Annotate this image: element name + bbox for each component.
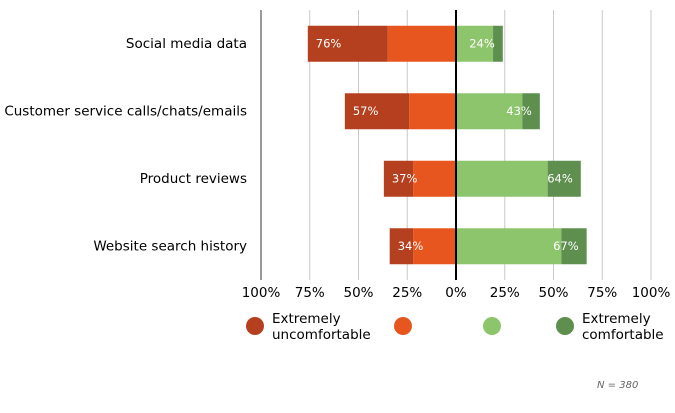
bar-segment [456, 25, 494, 62]
bar-segment [383, 160, 414, 197]
legend-swatch [394, 317, 412, 335]
bar-segment [456, 160, 548, 197]
bar-segment [409, 93, 456, 130]
legend-label: Extremely comfortable [582, 311, 664, 343]
bar-segment [344, 93, 410, 130]
category-label: Product reviews [140, 171, 247, 187]
x-tick-label: 75% [295, 285, 325, 301]
x-tick-label: 100% [632, 285, 671, 301]
legend-swatch [556, 317, 574, 335]
category-label: Social media data [126, 36, 247, 52]
x-tick-label: 0% [445, 285, 467, 301]
bar-segment [413, 160, 456, 197]
bar-segment [389, 228, 414, 265]
bar-segment [307, 25, 388, 62]
x-tick-label: 50% [538, 285, 568, 301]
bar-segment [456, 93, 523, 130]
bar-segment [413, 228, 456, 265]
total-label: 67% [553, 239, 579, 253]
bar-segment [561, 228, 587, 265]
bar-segment [493, 25, 503, 62]
legend-swatch [246, 317, 264, 335]
x-tick-label: 100% [242, 285, 281, 301]
sample-note: N = 380 [597, 380, 639, 391]
x-tick-label: 25% [392, 285, 422, 301]
total-label: 76% [316, 36, 342, 50]
x-tick-label: 50% [343, 285, 373, 301]
bar-segment [522, 93, 540, 130]
x-tick-label: 75% [587, 285, 617, 301]
total-label: 37% [392, 171, 418, 185]
x-tick-label: 25% [490, 285, 520, 301]
category-label: Customer service calls/chats/emails [4, 103, 247, 119]
total-label: 43% [506, 104, 532, 118]
total-label: 24% [469, 36, 495, 50]
total-label: 34% [398, 239, 424, 253]
bar-segment [547, 160, 581, 197]
category-label: Website search history [93, 238, 247, 254]
legend-swatch [483, 317, 501, 335]
total-label: 57% [353, 104, 379, 118]
legend-label: Extremely uncomfortable [272, 311, 371, 343]
total-label: 64% [547, 171, 573, 185]
bar-segment [387, 25, 456, 62]
bar-segment [456, 228, 562, 265]
